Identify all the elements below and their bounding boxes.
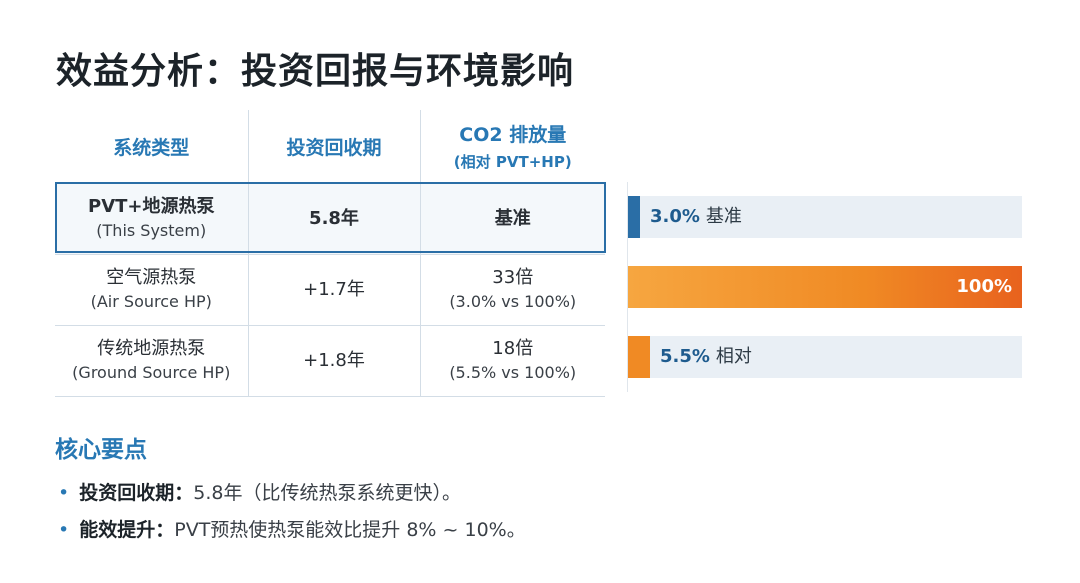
co2-bar-track: 3.0% 基准 bbox=[628, 196, 1022, 238]
co2-ratio: (5.5% vs 100%) bbox=[449, 363, 577, 382]
system-name: 传统地源热泵 bbox=[97, 338, 206, 359]
co2-bar-label: 3.0% 基准 bbox=[650, 196, 742, 238]
co2-bar-track: 100% bbox=[628, 266, 1022, 308]
header-co2: CO2 排放量 (相对 PVT+HP) bbox=[420, 110, 605, 184]
system-name: 空气源热泵 bbox=[106, 267, 197, 288]
co2-bar-track: 5.5% 相对 bbox=[628, 336, 1022, 378]
cell-co2: 33倍 (3.0% vs 100%) bbox=[420, 254, 605, 326]
key-point-label: 能效提升： bbox=[79, 519, 175, 541]
key-point-text: PVT预热使热泵能效比提升 8% ~ 10%。 bbox=[174, 519, 526, 541]
key-point-text: 5.8年（比传统热泵系统更快）。 bbox=[193, 482, 461, 504]
system-name-en: (Ground Source HP) bbox=[72, 363, 231, 382]
co2-bar-fill bbox=[628, 266, 1022, 308]
key-points-title: 核心要点 bbox=[55, 437, 147, 463]
cell-co2: 18倍 (5.5% vs 100%) bbox=[420, 325, 605, 397]
bar-value: 3.0% bbox=[650, 206, 700, 227]
table-row: PVT+地源热泵 (This System) 5.8年 基准 bbox=[55, 183, 605, 255]
co2-bar-label: 100% bbox=[956, 266, 1012, 308]
key-point-item: • 能效提升：PVT预热使热泵能效比提升 8% ~ 10%。 bbox=[58, 515, 526, 542]
system-name-en: (Air Source HP) bbox=[90, 292, 212, 311]
co2-ratio: (3.0% vs 100%) bbox=[449, 292, 577, 311]
header-system-type: 系统类型 bbox=[55, 110, 249, 184]
co2-multiple: 18倍 bbox=[492, 338, 534, 359]
bullet-icon: • bbox=[58, 519, 70, 541]
table-header-row: 系统类型 投资回收期 CO2 排放量 (相对 PVT+HP) bbox=[55, 110, 605, 184]
cell-co2: 基准 bbox=[420, 183, 605, 255]
system-name: PVT+地源热泵 bbox=[88, 196, 215, 217]
cell-system: 空气源热泵 (Air Source HP) bbox=[55, 254, 249, 326]
bar-tag: 相对 bbox=[715, 346, 752, 367]
cell-payback: +1.8年 bbox=[248, 325, 421, 397]
header-co2-sub: (相对 PVT+HP) bbox=[453, 153, 572, 171]
header-payback: 投资回收期 bbox=[248, 110, 421, 184]
table-row: 空气源热泵 (Air Source HP) +1.7年 33倍 (3.0% vs… bbox=[55, 254, 605, 326]
cell-system: 传统地源热泵 (Ground Source HP) bbox=[55, 325, 249, 397]
cell-payback: 5.8年 bbox=[248, 183, 421, 255]
co2-bar-fill bbox=[628, 196, 640, 238]
co2-bar-panel: 3.0% 基准 100% 5.5% 相对 bbox=[627, 182, 1022, 392]
key-point-label: 投资回收期： bbox=[79, 482, 194, 504]
header-co2-label: CO2 排放量 bbox=[459, 124, 567, 146]
comparison-table: 系统类型 投资回收期 CO2 排放量 (相对 PVT+HP) PVT+地源热泵 … bbox=[55, 110, 605, 397]
bullet-icon: • bbox=[58, 482, 70, 504]
system-name-en: (This System) bbox=[96, 221, 207, 240]
bar-value: 100% bbox=[956, 276, 1012, 297]
page-title: 效益分析：投资回报与环境影响 bbox=[56, 51, 575, 92]
table-row: 传统地源热泵 (Ground Source HP) +1.8年 18倍 (5.5… bbox=[55, 325, 605, 397]
co2-multiple: 33倍 bbox=[492, 267, 534, 288]
bar-tag: 基准 bbox=[705, 206, 742, 227]
co2-bar-label: 5.5% 相对 bbox=[660, 336, 752, 378]
bar-value: 5.5% bbox=[660, 346, 710, 367]
key-point-item: • 投资回收期：5.8年（比传统热泵系统更快）。 bbox=[58, 478, 461, 505]
cell-system: PVT+地源热泵 (This System) bbox=[55, 183, 249, 255]
co2-bar-fill bbox=[628, 336, 650, 378]
cell-payback: +1.7年 bbox=[248, 254, 421, 326]
